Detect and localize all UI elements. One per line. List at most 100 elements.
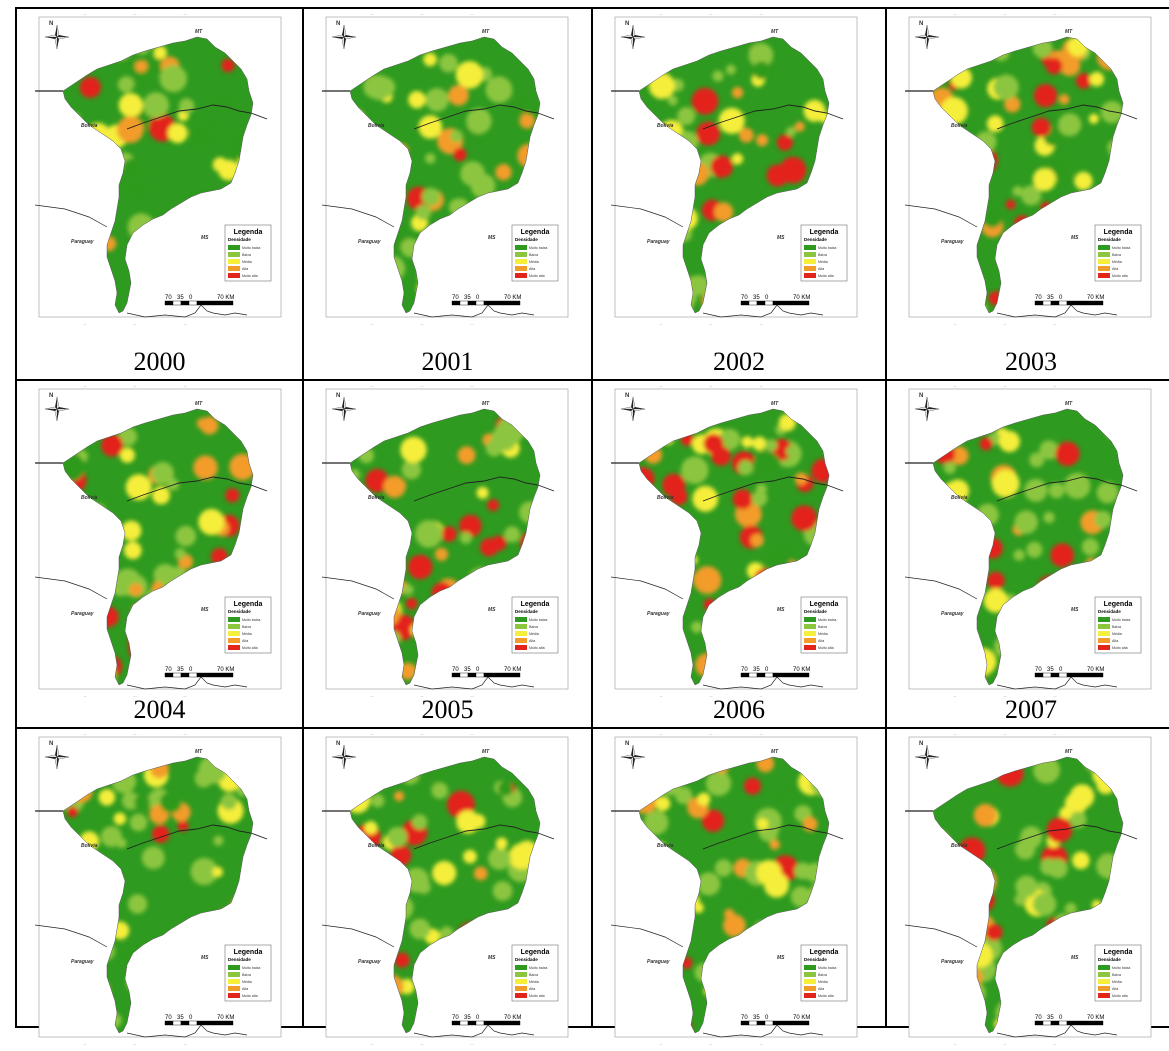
legend-swatch [228, 638, 240, 643]
legend-swatch [228, 986, 240, 991]
scale-bar-label: 70 [1035, 295, 1042, 301]
legend-item-label: Média [1112, 632, 1122, 636]
legend-item-label: Muito alta [1112, 646, 1128, 650]
density-hotspot [425, 88, 449, 112]
label-bolivia: Bolivia [368, 123, 385, 129]
density-hotspot [116, 116, 144, 143]
density-hotspot [79, 76, 101, 98]
map-panel: — — — — — — N MT Bolivia MS Paraguay Legenda Densida… [885, 727, 1169, 1046]
region-outline [62, 408, 254, 686]
map-grid-table: — — — — — — N MT Bolivia MS Paraguay Legenda Densida… [15, 7, 1169, 1046]
map-panel: — — — — — — N MT Bolivia MS Paraguay Legenda Densida… [885, 7, 1169, 381]
label-ms: MS [488, 235, 496, 241]
density-hotspot [1004, 96, 1021, 113]
legend-swatch [515, 624, 527, 629]
density-hotspot [785, 445, 797, 457]
label-bolivia: Bolivia [657, 843, 674, 849]
legend-title: Legenda [810, 601, 839, 608]
density-hotspot [1014, 893, 1027, 906]
scale-bar: 70 35 0 70 KM [1034, 667, 1104, 678]
legend-item-label: Baixa [529, 253, 538, 257]
density-hotspot [701, 809, 725, 832]
state-border-line [702, 104, 844, 130]
density-hotspot [487, 499, 500, 512]
legend-item-label: Muito baixa [529, 618, 547, 622]
legend-swatch [804, 638, 816, 643]
density-hotspot [1032, 892, 1057, 916]
density-hotspot [365, 468, 389, 493]
graticule-tick: — [421, 385, 424, 388]
map-panel: — — — — — — N MT Bolivia MS Paraguay Legenda Densida… [302, 727, 593, 1046]
north-label: N [625, 741, 629, 747]
legend-swatch [515, 631, 527, 636]
legend-item-label: Muito alta [818, 274, 834, 278]
label-bolivia: Bolivia [657, 495, 674, 501]
scale-bar-label: 70 [165, 295, 172, 301]
density-hotspot [194, 769, 213, 788]
legend-swatch [804, 972, 816, 977]
north-label: N [625, 393, 629, 399]
label-ms: MS [488, 607, 496, 613]
paraguay-border-line [35, 924, 108, 948]
legend-swatch [228, 273, 240, 278]
graticule-tick: — [371, 694, 374, 698]
legend-swatch [1098, 273, 1110, 278]
density-hotspot [455, 61, 484, 89]
density-hotspot [492, 881, 513, 901]
graticule-tick: — [954, 385, 957, 388]
graticule-tick: — [1004, 733, 1007, 736]
scale-bar-label: 35 [464, 295, 471, 301]
density-hotspot [714, 859, 733, 877]
legend-subtitle: Densidade [1098, 237, 1121, 242]
legend-subtitle: Densidade [228, 237, 251, 242]
year-label: 2005 [421, 695, 474, 724]
graticule-tick: — [710, 694, 713, 698]
density-hotspot [655, 796, 671, 811]
label-bolivia: Bolivia [951, 495, 968, 501]
north-label: N [336, 21, 340, 27]
density-hotspot [441, 526, 457, 542]
scale-bar-label: 70 KM [793, 667, 810, 673]
legend-item-label: Alta [242, 639, 248, 643]
density-hotspot [643, 810, 669, 835]
legend-item-label: Muito baixa [1112, 246, 1130, 250]
legend-swatch [804, 252, 816, 257]
label-paraguay: Paraguay [941, 959, 964, 965]
legend-title: Legenda [810, 229, 839, 236]
density-hotspot [680, 456, 709, 484]
graticule-tick: — [421, 694, 424, 698]
legend-swatch [228, 993, 240, 998]
state-border-line [126, 824, 268, 850]
density-hotspot [1064, 792, 1088, 815]
density-hotspot [1026, 541, 1043, 558]
legend-item-label: Alta [242, 987, 248, 991]
density-hotspot [221, 58, 235, 73]
legend-item-label: Baixa [1112, 253, 1121, 257]
density-hotspot [1048, 482, 1065, 499]
label-ms: MS [1071, 955, 1079, 961]
graticule-tick: — [1004, 385, 1007, 388]
graticule-tick: — [134, 13, 137, 16]
state-border-line [126, 104, 268, 130]
density-hotspot [785, 126, 797, 137]
density-hotspot [752, 61, 771, 80]
legend-subtitle: Densidade [515, 609, 538, 614]
density-hotspot [741, 436, 754, 448]
scale-bar-label: 70 KM [1087, 295, 1104, 301]
density-hotspot [751, 490, 768, 507]
density-hotspot [1081, 538, 1099, 556]
state-border-line [996, 824, 1138, 850]
density-hotspot [692, 485, 719, 512]
density-hotspot [159, 64, 187, 93]
density-hotspot [367, 75, 393, 101]
density-hotspot [667, 95, 678, 106]
density-hotspot [750, 533, 764, 548]
density-hotspot [405, 597, 418, 610]
density-hotspot [432, 860, 457, 886]
density-hotspot [780, 789, 791, 801]
density-hotspot [1032, 167, 1056, 192]
legend-item-label: Muito alta [818, 994, 834, 998]
legend-swatch [228, 617, 240, 622]
